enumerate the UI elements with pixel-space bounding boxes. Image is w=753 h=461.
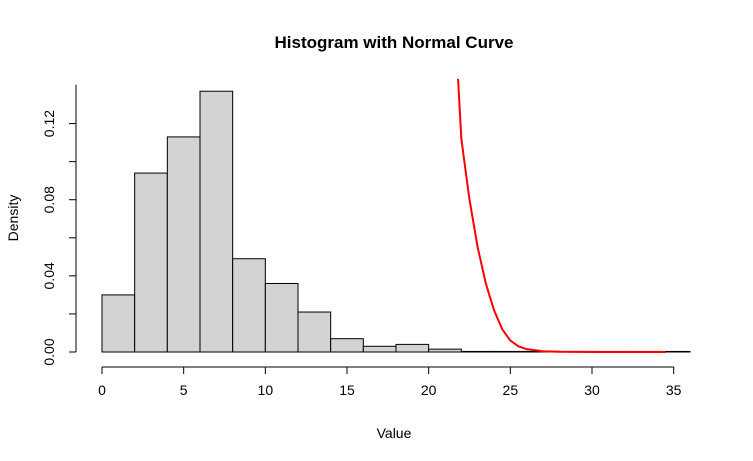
y-tick-label: 0.00 [41,338,57,365]
histogram-bar [297,311,332,353]
y-tick-label: 0.12 [41,110,57,137]
y-tick-label: 0.08 [41,186,57,213]
y-axis: 0.00 0.04 0.08 0.12 [41,84,77,366]
x-tick-label: 30 [584,382,600,398]
x-tick-label: 0 [98,382,106,398]
histogram-bar [264,282,299,353]
histogram-bar [428,348,462,353]
histogram-bar [330,338,364,353]
histogram-bars [101,90,691,353]
chart-title: Histogram with Normal Curve [275,33,514,52]
x-axis-label: Value [377,425,412,441]
histogram-bar [166,136,201,353]
y-tick-label: 0.04 [41,262,57,289]
histogram-bar [101,294,136,353]
y-axis-label: Density [5,195,21,242]
normal-curve-layer [457,78,666,353]
x-axis: 0 5 10 15 20 25 30 35 [98,366,682,398]
x-tick-label: 20 [421,382,437,398]
histogram-bar [199,90,234,353]
histogram-bar [460,350,495,353]
x-tick-label: 25 [503,382,519,398]
x-tick-label: 5 [180,382,188,398]
histogram-bar [493,350,528,353]
x-tick-label: 10 [258,382,274,398]
normal-curve [457,78,666,353]
histogram-bar [395,343,430,353]
histogram-bar [362,345,397,353]
x-tick-label: 15 [339,382,355,398]
histogram-bar [134,172,168,353]
histogram-bar [232,258,266,353]
x-tick-label: 35 [666,382,682,398]
